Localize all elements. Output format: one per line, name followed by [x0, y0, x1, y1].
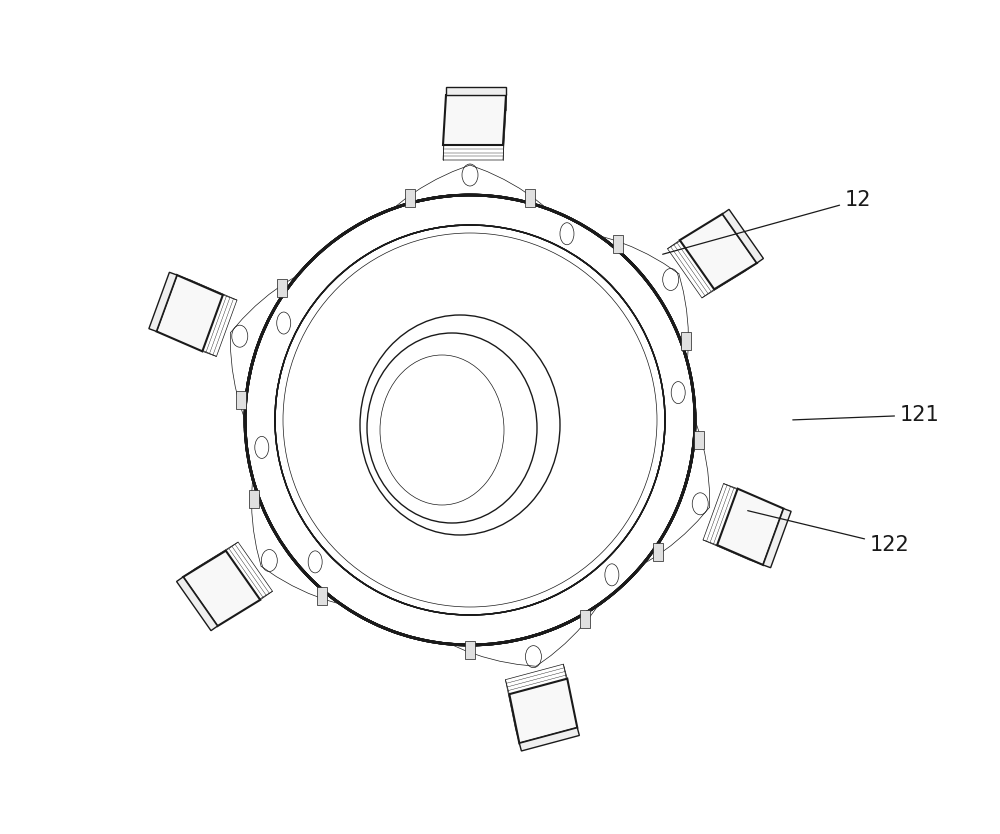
Polygon shape: [717, 489, 784, 565]
Polygon shape: [443, 95, 506, 145]
Polygon shape: [519, 728, 579, 751]
Polygon shape: [465, 641, 475, 659]
Polygon shape: [277, 279, 287, 297]
Polygon shape: [156, 275, 223, 351]
Text: 12: 12: [663, 190, 872, 254]
Polygon shape: [722, 209, 763, 263]
Polygon shape: [446, 87, 506, 95]
Polygon shape: [680, 214, 757, 289]
Polygon shape: [405, 188, 415, 207]
Polygon shape: [580, 610, 590, 628]
Polygon shape: [525, 188, 535, 207]
Circle shape: [245, 195, 695, 645]
Polygon shape: [694, 431, 704, 449]
Polygon shape: [509, 679, 577, 743]
Text: 122: 122: [748, 510, 910, 555]
Polygon shape: [653, 543, 663, 561]
Polygon shape: [249, 490, 259, 508]
Polygon shape: [183, 550, 260, 626]
Polygon shape: [317, 587, 327, 605]
Polygon shape: [177, 577, 218, 631]
Polygon shape: [763, 509, 791, 568]
Polygon shape: [613, 235, 623, 253]
Text: 121: 121: [793, 405, 940, 425]
Polygon shape: [236, 391, 246, 409]
Polygon shape: [149, 272, 177, 331]
Polygon shape: [681, 332, 691, 350]
